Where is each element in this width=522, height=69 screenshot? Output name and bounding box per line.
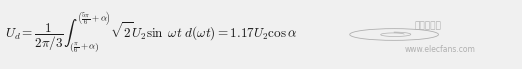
Text: 电子发烧友: 电子发烧友 [415, 22, 442, 31]
Text: www.elecfans.com: www.elecfans.com [405, 45, 476, 54]
Text: $U_d = \dfrac{1}{2\pi/3}\int_{\left(\frac{\pi}{6}+\alpha\right)}^{\left(\frac{5\: $U_d = \dfrac{1}{2\pi/3}\int_{\left(\fra… [5, 10, 298, 56]
